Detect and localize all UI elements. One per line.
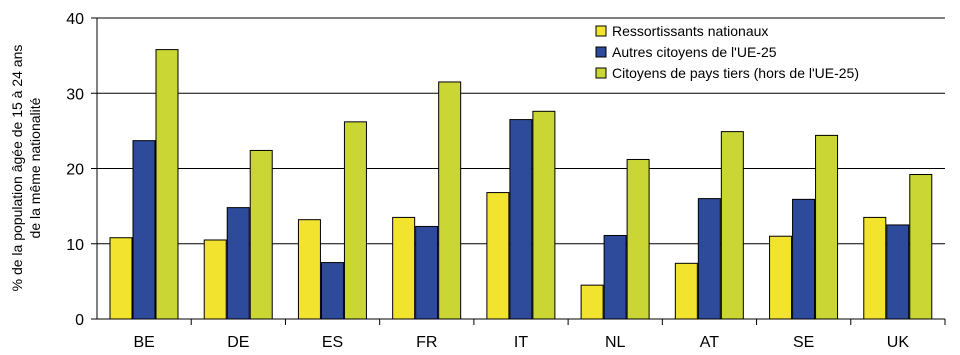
y-tick-label: 40: [66, 11, 84, 28]
bar-de-series-1: [226, 207, 250, 320]
y-tick-label: 30: [66, 86, 84, 103]
bar-de-series-2: [249, 149, 273, 320]
bar-at-series-2: [720, 131, 744, 320]
bar-at-series-0: [674, 262, 698, 320]
legend-swatch-tiers: [595, 67, 607, 79]
bar-fr-series-0: [392, 216, 416, 320]
bar-nl-series-0: [580, 284, 604, 320]
y-axis-title-line-1: % de la population âgée de 15 à 24 ans: [9, 45, 25, 292]
bar-be-series-1: [132, 140, 156, 320]
bar-de-series-0: [203, 239, 227, 320]
y-tick-label: 0: [75, 312, 84, 329]
x-category-label: ES: [322, 334, 343, 351]
bar-es-series-1: [320, 262, 344, 320]
x-category-label: IT: [514, 334, 528, 351]
bar-es-series-0: [297, 219, 321, 320]
bar-nl-series-1: [603, 234, 627, 320]
axes: [91, 17, 946, 325]
legend: Ressortissants nationaux Autres citoyens…: [595, 23, 859, 81]
x-category-label: UK: [887, 334, 910, 351]
y-tick-label: 20: [66, 162, 84, 179]
bar-it-series-1: [509, 119, 533, 320]
bar-nl-series-2: [626, 158, 650, 320]
bar-it-series-2: [532, 110, 556, 320]
bar-it-series-0: [486, 192, 510, 320]
y-tick-labels: 0 10 20 30 40: [66, 11, 84, 329]
x-category-labels: BE DE ES FR IT NL AT SE UK: [133, 334, 909, 351]
x-category-label: DE: [227, 334, 249, 351]
bar-uk-series-1: [886, 224, 910, 320]
y-axis-title: % de la population âgée de 15 à 24 ans d…: [9, 45, 43, 292]
y-axis-title-line-2: de la même nationalité: [27, 97, 43, 238]
x-category-label: FR: [416, 334, 437, 351]
x-category-label: SE: [793, 334, 814, 351]
bar-es-series-2: [343, 121, 367, 320]
bar-uk-series-0: [863, 216, 887, 320]
bar-se-series-0: [769, 235, 793, 320]
x-category-label: BE: [133, 334, 154, 351]
bar-se-series-2: [815, 134, 839, 320]
bar-at-series-1: [697, 198, 721, 320]
legend-swatch-nationaux: [595, 25, 607, 37]
x-category-label: AT: [700, 334, 719, 351]
bars: [109, 49, 933, 320]
legend-label-nationaux: Ressortissants nationaux: [612, 23, 768, 39]
legend-label-tiers: Citoyens de pays tiers (hors de l'UE-25): [612, 65, 859, 81]
legend-swatch-ue25: [595, 46, 607, 58]
bar-be-series-2: [155, 49, 179, 320]
y-tick-label: 10: [66, 237, 84, 254]
bar-fr-series-2: [438, 81, 462, 320]
bar-uk-series-2: [909, 174, 933, 320]
bar-be-series-0: [109, 237, 133, 320]
bar-se-series-1: [792, 198, 816, 320]
bar-fr-series-1: [415, 225, 439, 320]
x-category-label: NL: [605, 334, 626, 351]
legend-label-ue25: Autres citoyens de l'UE-25: [612, 44, 777, 60]
